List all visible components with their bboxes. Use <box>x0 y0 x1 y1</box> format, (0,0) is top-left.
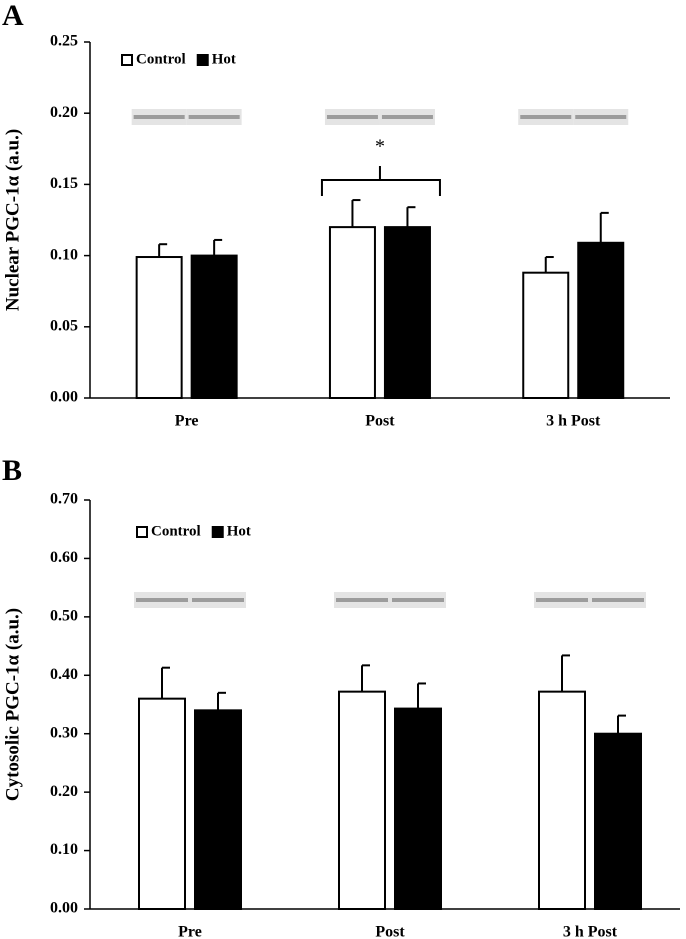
y-tick-label: 0.15 <box>50 175 78 192</box>
y-tick-label: 0.30 <box>50 724 78 741</box>
bar <box>328 226 376 399</box>
bar <box>394 707 442 911</box>
y-tick-label: 0.10 <box>50 841 78 858</box>
y-tick-label: 0.00 <box>50 389 78 406</box>
annotation: * <box>375 136 385 158</box>
blot-band <box>188 115 240 119</box>
blot-band <box>592 598 644 602</box>
y-tick-label: 0.05 <box>50 317 78 334</box>
blot-band <box>392 598 444 602</box>
bar <box>522 271 570 399</box>
y-tick-label: 0.50 <box>50 608 78 625</box>
blot-band <box>381 115 433 119</box>
x-tick-label: Post <box>375 924 405 939</box>
blot-band <box>133 115 185 119</box>
y-tick-label: 0.00 <box>50 900 78 917</box>
legend-swatch <box>196 54 209 66</box>
significance-bracket <box>320 166 441 196</box>
y-axis-label: Cytosolic PGC-1α (a.u.) <box>2 608 23 801</box>
y-tick-label: 0.60 <box>50 549 78 566</box>
bar <box>538 690 586 910</box>
x-tick-label: Pre <box>175 413 199 430</box>
bar <box>383 226 431 399</box>
blot-band <box>336 598 388 602</box>
bar <box>594 732 642 911</box>
legend-label: Control <box>136 51 186 67</box>
y-tick-label: 0.10 <box>50 246 78 263</box>
panel-label: B <box>2 454 22 487</box>
x-tick-label: Post <box>365 413 395 430</box>
y-tick-label: 0.70 <box>50 491 78 508</box>
y-tick-label: 0.40 <box>50 666 78 683</box>
blot-band <box>326 115 378 119</box>
blot-band <box>192 598 244 602</box>
bar <box>194 709 242 910</box>
legend-label: Control <box>151 523 201 539</box>
x-tick-label: Pre <box>178 924 202 939</box>
blot-band <box>575 115 627 119</box>
bar <box>577 241 625 399</box>
legend-label: Hot <box>212 51 236 67</box>
blot-band <box>136 598 188 602</box>
bar <box>338 690 386 910</box>
legend-label: Hot <box>227 523 251 539</box>
y-tick-label: 0.20 <box>50 104 78 121</box>
y-tick-label: 0.25 <box>50 33 78 50</box>
x-tick-label: 3 h Post <box>563 924 618 939</box>
bar <box>135 256 183 399</box>
blot-band <box>520 115 572 119</box>
bar <box>190 254 238 399</box>
legend-swatch <box>211 526 224 538</box>
bar <box>138 697 186 911</box>
y-axis-label: Nuclear PGC-1α (a.u.) <box>2 129 23 311</box>
blot-band <box>536 598 588 602</box>
panel-label: A <box>2 0 24 32</box>
x-tick-label: 3 h Post <box>546 413 601 430</box>
legend-swatch <box>121 54 133 66</box>
legend-swatch <box>136 526 148 538</box>
y-tick-label: 0.20 <box>50 783 78 800</box>
